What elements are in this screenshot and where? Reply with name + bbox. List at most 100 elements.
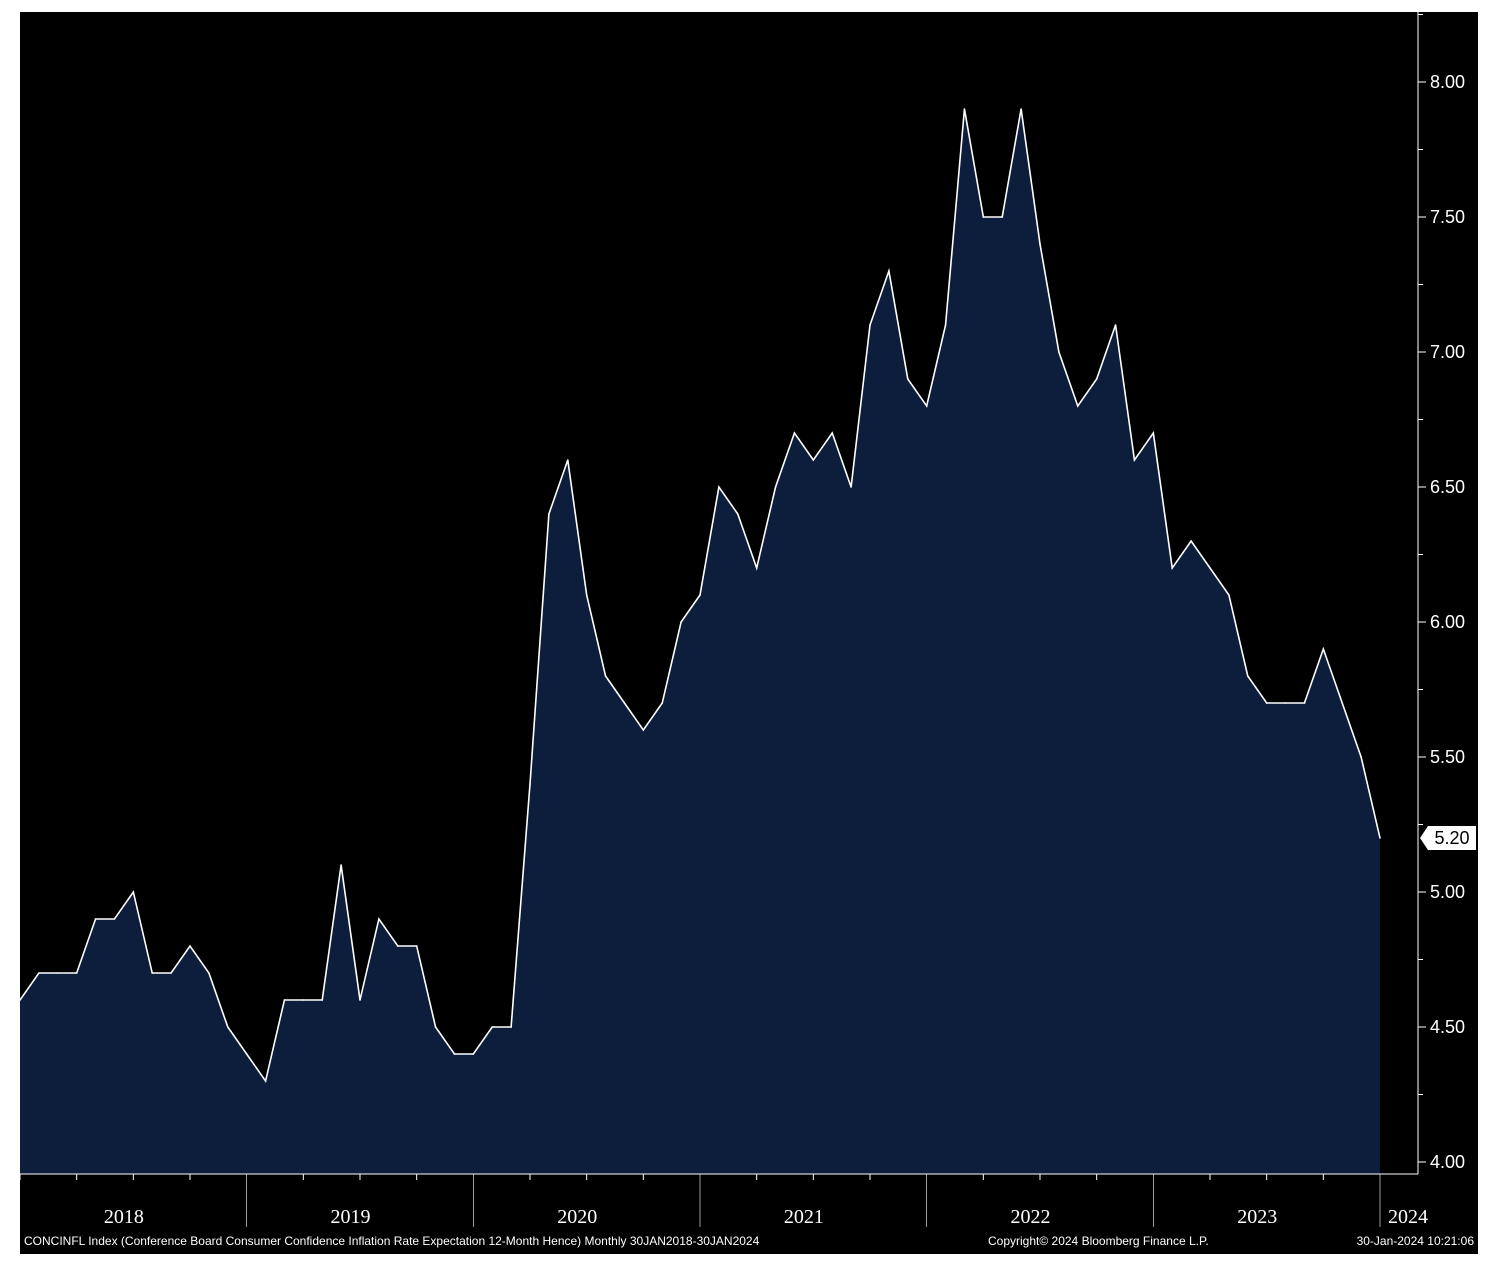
data-point bbox=[1284, 702, 1287, 704]
data-point bbox=[245, 1053, 248, 1055]
data-point bbox=[585, 594, 588, 596]
data-point bbox=[1152, 432, 1155, 434]
x-year-label: 2023 bbox=[1237, 1206, 1277, 1228]
data-point bbox=[642, 729, 645, 731]
data-point bbox=[19, 999, 21, 1001]
data-point bbox=[510, 1026, 512, 1028]
data-point bbox=[491, 1026, 494, 1028]
series-area bbox=[20, 109, 1380, 1174]
chart-frame: 4.00 4.50 5.00 5.50 6.00 6.50 7.00 7.50 8.00 2018… bbox=[19, 12, 1478, 1254]
data-point bbox=[1379, 837, 1381, 839]
data-point bbox=[812, 459, 815, 461]
y-tick-label: 7.50 bbox=[1430, 207, 1465, 227]
data-point bbox=[529, 783, 531, 785]
x-year-label: 2018 bbox=[104, 1206, 144, 1228]
x-year-label: 2024 bbox=[1388, 1206, 1428, 1228]
data-point bbox=[264, 1080, 267, 1082]
data-point bbox=[1303, 702, 1306, 704]
data-point bbox=[661, 702, 664, 704]
data-point bbox=[415, 945, 418, 947]
data-point bbox=[56, 972, 59, 974]
data-point bbox=[888, 270, 890, 272]
inflation-expectation-chart: 4.00 4.50 5.00 5.50 6.00 6.50 7.00 7.50 8.00 2018… bbox=[19, 12, 1476, 1248]
data-point bbox=[94, 918, 97, 920]
data-point bbox=[963, 108, 966, 110]
data-point bbox=[1020, 108, 1022, 110]
data-point bbox=[718, 486, 720, 488]
data-point bbox=[566, 459, 569, 461]
x-year-label: 2021 bbox=[784, 1206, 824, 1228]
data-point bbox=[1114, 324, 1117, 326]
last-value-label: 5.20 bbox=[1434, 828, 1469, 848]
callout-box bbox=[1420, 826, 1476, 850]
data-point bbox=[1360, 756, 1362, 758]
data-point bbox=[680, 621, 682, 623]
label-layer: 4.00 4.50 5.00 5.50 6.00 6.50 7.00 7.50 8.00 2018… bbox=[104, 72, 1476, 1228]
y-tick-label: 6.00 bbox=[1430, 612, 1465, 632]
data-point bbox=[699, 594, 701, 596]
data-point bbox=[38, 972, 40, 974]
data-point bbox=[75, 972, 78, 974]
data-point bbox=[302, 999, 305, 1001]
data-point bbox=[359, 999, 361, 1001]
y-tick-label: 7.00 bbox=[1430, 342, 1465, 362]
data-point bbox=[548, 513, 550, 515]
data-point bbox=[1341, 702, 1344, 704]
data-point bbox=[340, 864, 342, 866]
data-point bbox=[1095, 378, 1098, 380]
data-point bbox=[113, 918, 116, 920]
data-point bbox=[1039, 243, 1041, 245]
data-point bbox=[1209, 567, 1211, 569]
data-point bbox=[1001, 216, 1004, 218]
data-point bbox=[869, 324, 871, 326]
data-point bbox=[1133, 459, 1136, 461]
data-point bbox=[850, 486, 852, 488]
data-point bbox=[472, 1053, 475, 1055]
data-point bbox=[396, 945, 399, 947]
data-point bbox=[774, 486, 777, 488]
x-year-label: 2022 bbox=[1011, 1206, 1051, 1228]
data-point bbox=[283, 999, 286, 1001]
data-point bbox=[321, 999, 324, 1001]
data-point bbox=[151, 972, 154, 974]
y-tick-label: 5.00 bbox=[1430, 882, 1465, 902]
copyright-text: Copyright© 2024 Bloomberg Finance L.P. bbox=[988, 1234, 1209, 1248]
data-point bbox=[604, 675, 607, 677]
data-point bbox=[132, 891, 135, 893]
data-point bbox=[1265, 702, 1268, 704]
y-tick-label: 6.50 bbox=[1430, 477, 1465, 497]
area-layer bbox=[19, 108, 1381, 1174]
data-point bbox=[623, 702, 626, 704]
data-point bbox=[831, 432, 834, 434]
index-description: CONCINFL Index (Conference Board Consume… bbox=[24, 1234, 760, 1248]
timestamp-text: 30-Jan-2024 10:21:06 bbox=[1357, 1234, 1475, 1248]
data-point bbox=[944, 324, 947, 326]
data-point bbox=[208, 972, 210, 974]
y-tick-label: 8.00 bbox=[1430, 72, 1465, 92]
data-point bbox=[1228, 594, 1230, 596]
data-point bbox=[189, 945, 191, 947]
y-tick-label: 4.50 bbox=[1430, 1017, 1465, 1037]
data-point bbox=[755, 567, 758, 569]
data-point bbox=[1058, 351, 1060, 353]
data-point bbox=[434, 1026, 437, 1028]
data-point bbox=[226, 1026, 229, 1028]
x-year-label: 2019 bbox=[331, 1206, 371, 1228]
data-point bbox=[925, 405, 928, 407]
axis-layer bbox=[19, 12, 1426, 1227]
data-point bbox=[736, 513, 739, 515]
x-year-label: 2020 bbox=[557, 1206, 597, 1228]
data-point bbox=[906, 378, 909, 380]
data-point bbox=[1190, 540, 1192, 542]
data-point bbox=[1076, 405, 1079, 407]
data-point bbox=[1322, 648, 1325, 650]
data-point bbox=[1171, 567, 1174, 569]
y-tick-label: 5.50 bbox=[1430, 747, 1465, 767]
data-point bbox=[170, 972, 172, 974]
last-value-callout: 5.20 bbox=[1420, 826, 1476, 850]
data-point bbox=[453, 1053, 456, 1055]
data-point bbox=[378, 918, 380, 920]
data-point bbox=[793, 432, 796, 434]
data-point bbox=[1246, 675, 1249, 677]
y-tick-label: 4.00 bbox=[1430, 1152, 1465, 1172]
